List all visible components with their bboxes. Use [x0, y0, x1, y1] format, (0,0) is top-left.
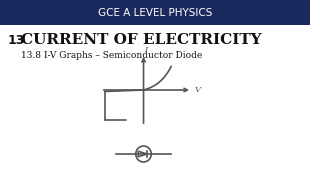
Text: GCE A LEVEL PHYSICS: GCE A LEVEL PHYSICS — [98, 8, 212, 18]
Text: CURRENT OF ELECTRICITY: CURRENT OF ELECTRICITY — [21, 33, 262, 47]
Text: I: I — [144, 46, 147, 54]
Text: 13: 13 — [8, 33, 25, 46]
FancyBboxPatch shape — [0, 0, 310, 25]
Text: V: V — [195, 86, 201, 94]
Text: 13.8 I-V Graphs – Semiconductor Diode: 13.8 I-V Graphs – Semiconductor Diode — [21, 51, 203, 60]
